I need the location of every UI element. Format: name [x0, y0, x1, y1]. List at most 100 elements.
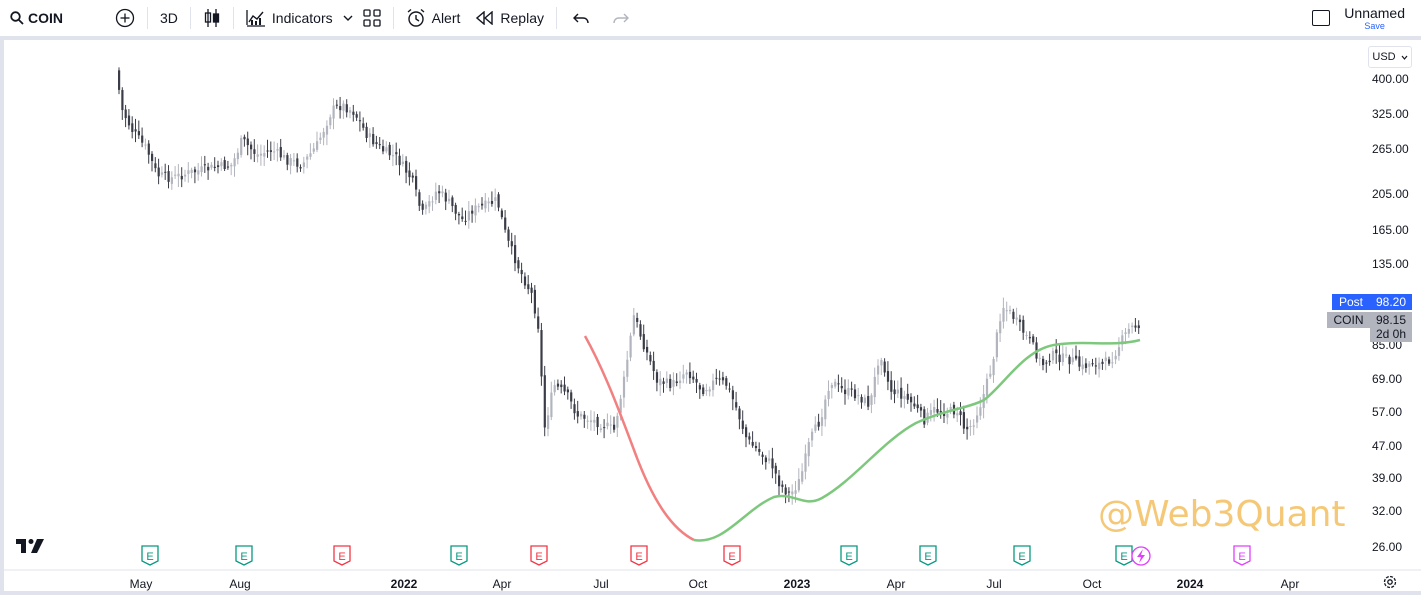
chart-type-button[interactable] — [195, 0, 229, 36]
symbol-search-button[interactable]: COIN — [0, 0, 71, 36]
candle — [438, 185, 441, 204]
chevron-down-icon — [343, 15, 353, 21]
candle — [441, 185, 444, 198]
replay-button[interactable]: Replay — [468, 0, 552, 36]
candle — [1084, 358, 1088, 373]
candle — [424, 201, 428, 215]
candle — [867, 385, 870, 411]
candle — [550, 381, 553, 421]
chart-pane[interactable]: E E E E E E E E E E E E USD 400.00 325.00 265.00 20… — [4, 40, 1421, 591]
candle — [316, 131, 319, 153]
earnings-marker[interactable]: E — [919, 545, 937, 566]
price-axis-label: 69.00 — [1372, 372, 1403, 386]
earnings-marker[interactable]: E — [1115, 545, 1133, 566]
candle — [547, 407, 550, 437]
earnings-marker[interactable]: E — [450, 545, 468, 566]
candle — [566, 386, 569, 400]
templates-button[interactable] — [355, 0, 389, 36]
trend-line-down — [583, 335, 695, 542]
candle — [233, 153, 236, 177]
candle — [1005, 301, 1008, 322]
candle — [702, 384, 705, 397]
time-axis-label: Apr — [492, 577, 512, 591]
redo-icon — [613, 13, 629, 24]
candle — [834, 378, 837, 389]
time-axis-label: Jul — [593, 577, 609, 591]
candle — [672, 372, 675, 396]
price-axis-label: 32.00 — [1372, 504, 1403, 518]
candle — [718, 370, 721, 386]
candle — [603, 419, 606, 439]
earnings-marker[interactable]: E — [530, 545, 548, 566]
candle — [804, 444, 807, 480]
layout-icon[interactable] — [1312, 10, 1331, 26]
candle — [319, 132, 322, 145]
earnings-marker[interactable]: E — [840, 545, 858, 566]
price-axis-label: 400.00 — [1372, 72, 1409, 86]
candle — [144, 138, 147, 150]
time-axis-label: 2022 — [390, 577, 418, 591]
earnings-marker[interactable]: E — [723, 545, 741, 566]
candle — [725, 375, 728, 390]
earnings-marker[interactable]: E — [141, 545, 159, 566]
candle — [408, 162, 411, 186]
grid-icon — [362, 9, 381, 27]
price-axis-label: 39.00 — [1372, 471, 1403, 485]
candle — [1061, 344, 1064, 366]
candle — [517, 257, 520, 274]
svg-text:E: E — [924, 551, 931, 563]
candle — [609, 415, 612, 434]
earnings-marker[interactable]: E — [630, 545, 648, 566]
earnings-marker[interactable]: E — [1233, 545, 1251, 566]
lightning-icon[interactable] — [1131, 546, 1151, 566]
toolbar-divider — [556, 7, 557, 29]
bar-countdown: 2d 0h — [1375, 327, 1407, 341]
save-label[interactable]: Save — [1364, 20, 1385, 31]
candle — [712, 373, 715, 397]
candle — [926, 407, 929, 426]
earnings-marker[interactable]: E — [333, 545, 351, 566]
compare-button[interactable] — [107, 0, 143, 36]
candle — [193, 166, 197, 184]
candle — [1098, 357, 1101, 378]
candle — [226, 160, 230, 170]
candle — [860, 394, 863, 409]
candle — [616, 412, 619, 438]
candle — [349, 107, 352, 119]
earnings-marker[interactable]: E — [1013, 545, 1031, 566]
candle — [893, 380, 896, 404]
indicators-button[interactable]: Indicators — [238, 0, 341, 36]
candle — [339, 96, 342, 119]
candle — [781, 480, 784, 493]
indicators-dropdown[interactable] — [341, 0, 355, 36]
candle — [355, 111, 358, 121]
candle — [824, 395, 827, 427]
candle — [863, 394, 866, 406]
earnings-marker[interactable]: E — [235, 545, 253, 566]
layout-name-button[interactable]: Unnamed Save — [1344, 6, 1405, 31]
candle — [797, 468, 800, 493]
currency-selector[interactable]: USD — [1368, 46, 1412, 68]
interval-button[interactable]: 3D — [152, 0, 186, 36]
indicators-label: Indicators — [271, 10, 333, 26]
alert-button[interactable]: Alert — [398, 0, 469, 36]
candle — [434, 182, 437, 205]
tradingview-logo[interactable] — [16, 537, 48, 558]
candle — [745, 424, 748, 448]
watermark-text: @Web3Quant — [1098, 494, 1346, 535]
candle — [989, 365, 992, 379]
toolbar-divider — [232, 7, 234, 29]
candle — [1032, 334, 1035, 345]
chart-settings-button[interactable] — [1382, 574, 1398, 595]
svg-text:E: E — [535, 551, 542, 563]
candle — [497, 192, 500, 212]
candle — [217, 160, 220, 174]
candle — [306, 153, 309, 169]
undo-button[interactable] — [561, 0, 601, 36]
candle — [1104, 351, 1107, 371]
candle — [378, 137, 381, 150]
candle — [170, 171, 173, 190]
currency-label: USD — [1372, 51, 1396, 63]
redo-button[interactable] — [601, 0, 641, 36]
